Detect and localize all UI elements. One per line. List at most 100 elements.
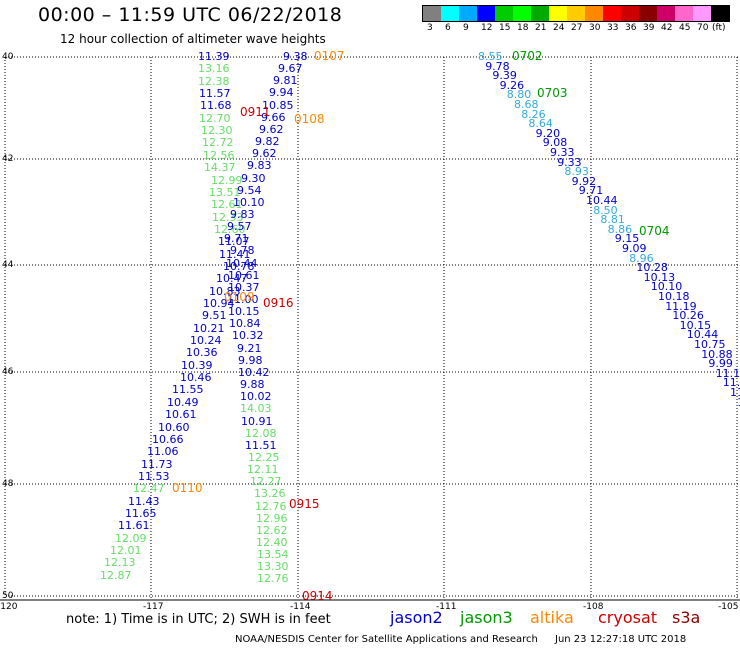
pass-time-label: 0911 — [240, 105, 271, 119]
colorbar-label: 39 — [643, 23, 655, 33]
wave-height-value: 9.20 — [535, 126, 561, 140]
colorbar-swatch — [477, 6, 495, 21]
wave-height-value: 10.21 — [193, 321, 225, 335]
colorbar-swatch — [423, 6, 441, 21]
grid-lines — [4, 56, 740, 600]
longitude-tick-label: -114 — [290, 602, 311, 612]
latitude-tick-label: 50 — [2, 591, 14, 601]
wave-height-value: 11 — [737, 397, 740, 408]
wave-height-value: 10.46 — [180, 371, 212, 385]
wave-height-value: 10.13 — [643, 270, 676, 284]
colorbar — [422, 5, 730, 22]
wave-height-value: 12.01 — [110, 544, 142, 557]
colorbar-swatch — [549, 6, 567, 21]
wave-height-value: 11.65 — [125, 506, 157, 520]
wave-height-value: 8.80 — [506, 88, 532, 102]
pass-time-label: 0109 — [224, 290, 255, 304]
page-title: 00:00 – 11:59 UTC 06/22/2018 — [38, 4, 343, 26]
wave-height-value: 12.33 — [212, 210, 244, 224]
wave-height-value: 11.34 — [722, 376, 740, 390]
wave-height-value: 13.30 — [257, 560, 289, 574]
wave-height-value: 12.70 — [199, 111, 231, 125]
wave-height-value: 10.02 — [240, 390, 272, 404]
satellite-legend-jason3: jason3 — [460, 608, 513, 627]
longitude-tick-label: -105 — [718, 602, 739, 612]
latitude-tick-label: 42 — [2, 154, 14, 164]
wave-height-value: 12.62 — [256, 523, 288, 537]
wave-height-value: 9.51 — [202, 309, 227, 323]
wave-height-value: 9.82 — [255, 135, 280, 149]
longitude-tick-label: -117 — [143, 602, 164, 612]
colorbar-swatch — [567, 6, 585, 21]
wave-height-value: 13.54 — [257, 548, 289, 562]
wave-height-value: 10.88 — [701, 347, 733, 361]
pass-time-label: 0110 — [172, 481, 203, 495]
wave-height-value: 11.10 — [715, 366, 740, 380]
wave-height-value: 9.78 — [485, 59, 510, 73]
wave-height-value: 12.40 — [256, 536, 288, 549]
pass-time-label: 0108 — [294, 112, 325, 126]
wave-height-value: 12.87 — [100, 568, 132, 582]
pass-time-label: 0702 — [512, 49, 543, 63]
colorbar-swatch — [711, 6, 729, 21]
wave-height-value: 12.61 — [211, 198, 243, 212]
wave-height-value: 10.47 — [216, 272, 248, 286]
wave-height-value: 11.00 — [227, 293, 259, 306]
latitude-tick-label: 40 — [2, 52, 14, 62]
wave-height-value: 13.26 — [254, 487, 286, 501]
credit-line: NOAA/NESDIS Center for Satellite Applica… — [235, 634, 538, 645]
colorbar-swatch — [495, 6, 513, 21]
wave-height-value: 8.96 — [629, 251, 654, 265]
colorbar-label: 15 — [499, 23, 511, 33]
wave-height-value: 8.81 — [600, 213, 625, 227]
wave-height-value: 9.78 — [230, 244, 255, 258]
footnote: note: 1) Time is in UTC; 2) SWH is in fe… — [66, 612, 331, 627]
colorbar-swatch — [639, 6, 657, 21]
wave-height-value: 12.25 — [248, 450, 280, 464]
wave-height-value: 11.61 — [118, 519, 150, 533]
colorbar-swatch — [693, 6, 711, 21]
wave-height-value: 10.44 — [586, 194, 618, 207]
wave-height-value: 10.44 — [226, 256, 258, 270]
wave-height-value: 9.71 — [578, 184, 604, 198]
wave-height-value: 12.47 — [133, 482, 165, 496]
colorbar-label: (ft) — [712, 23, 726, 33]
wave-height-value: 10.61 — [228, 268, 260, 282]
wave-height-value: 9.66 — [261, 110, 286, 124]
wave-height-value: 11.43 — [128, 494, 160, 508]
wave-height-value: 9.94 — [269, 86, 294, 100]
wave-height-value: 9.67 — [278, 62, 303, 76]
wave-height-value: 8.68 — [514, 98, 539, 111]
wave-height-value: 10.39 — [181, 358, 213, 372]
colorbar-label: 27 — [571, 23, 583, 33]
wave-height-value: 12.27 — [250, 475, 282, 489]
wave-height-value: 12.72 — [202, 136, 234, 150]
wave-height-value: 11.53 — [138, 469, 170, 483]
wave-height-value: 10.44 — [686, 328, 719, 342]
wave-height-value: 10.78 — [223, 259, 255, 273]
wave-height-value: 9.08 — [542, 136, 568, 150]
wave-height-value: 12.60 — [214, 222, 246, 236]
wave-height-value: 9.71 — [224, 232, 249, 246]
colorbar-label: 12 — [481, 23, 493, 33]
wave-height-value: 13.16 — [198, 62, 230, 76]
wave-height-value: 13.51 — [209, 185, 241, 199]
wave-height-value: 10.28 — [636, 261, 668, 275]
pass-time-label: 0915 — [289, 497, 320, 511]
wave-height-value: 12.13 — [104, 556, 136, 570]
colorbar-swatch — [657, 6, 675, 21]
colorbar-label: 33 — [607, 23, 619, 33]
wave-height-value: 11.51 — [245, 438, 277, 452]
wave-height-value: 9.88 — [240, 378, 265, 392]
wave-height-value: 9.21 — [237, 341, 262, 355]
colorbar-swatch — [531, 6, 549, 21]
colorbar-label: 21 — [535, 23, 547, 33]
wave-height-value: 10.37 — [228, 280, 260, 294]
colorbar-swatch — [459, 6, 477, 21]
wave-height-value: 12.08 — [245, 426, 277, 440]
wave-height-value: 11.19 — [665, 299, 697, 313]
latitude-tick-label: 46 — [2, 367, 14, 377]
wave-height-value: 12.96 — [256, 511, 288, 525]
wave-height-value: 10.91 — [241, 414, 273, 428]
wave-height-value: 8.93 — [564, 165, 589, 179]
